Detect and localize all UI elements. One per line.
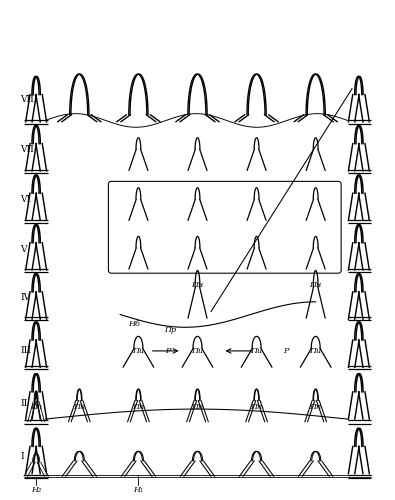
- Text: I: I: [20, 452, 24, 462]
- Text: Нб: Нб: [128, 320, 140, 328]
- Text: Пн: Пн: [191, 282, 204, 290]
- Text: Пп: Пп: [73, 403, 85, 411]
- Text: VI: VI: [20, 194, 30, 203]
- Text: Пи: Пи: [250, 347, 263, 355]
- Text: Пп: Пп: [132, 403, 145, 411]
- Text: Р: Р: [165, 347, 171, 355]
- Text: Пи: Пи: [310, 347, 322, 355]
- Text: Н₂: Н₂: [31, 486, 41, 494]
- Text: Пп: Пп: [310, 403, 322, 411]
- Text: VII: VII: [20, 144, 34, 154]
- Text: II: II: [20, 399, 28, 408]
- Text: Пи: Пи: [132, 347, 145, 355]
- Text: Пн: Пн: [310, 282, 322, 290]
- Text: Пп: Пп: [30, 403, 42, 411]
- Text: Пп: Пп: [250, 403, 263, 411]
- Text: Пр: Пр: [164, 326, 176, 334]
- Text: V: V: [20, 244, 27, 254]
- Text: Пи: Пи: [192, 347, 203, 355]
- Text: IV: IV: [20, 293, 30, 302]
- Text: Р: Р: [284, 347, 289, 355]
- Text: III: III: [20, 346, 31, 356]
- Text: Н₁: Н₁: [133, 486, 143, 494]
- Text: VIII: VIII: [20, 94, 38, 104]
- Text: Пп: Пп: [192, 403, 203, 411]
